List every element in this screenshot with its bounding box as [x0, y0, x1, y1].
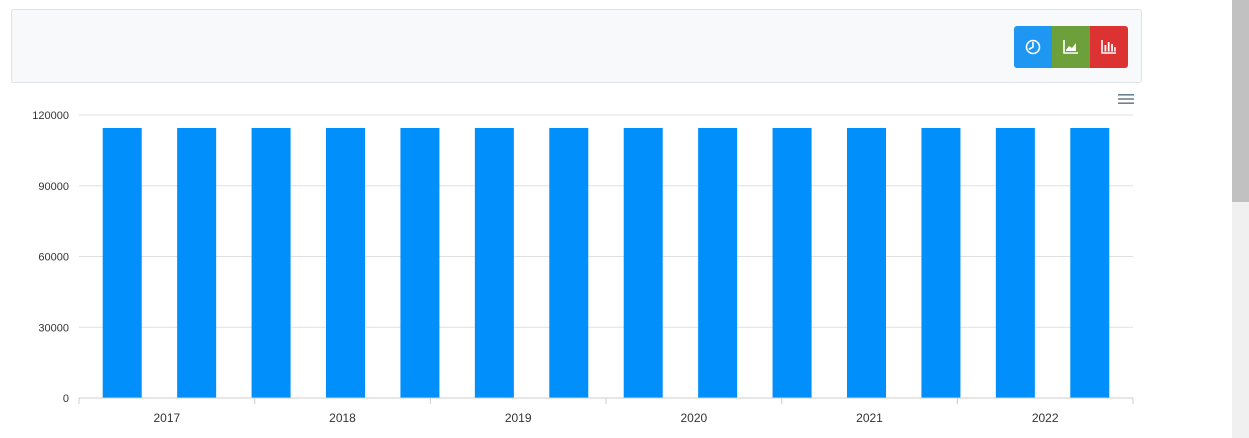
y-tick-label: 0 [63, 393, 69, 405]
bar[interactable] [623, 127, 663, 399]
y-tick-label: 90000 [38, 181, 69, 193]
bar-chart-button[interactable] [1090, 26, 1128, 68]
bar[interactable] [1070, 127, 1110, 399]
chart-axes [78, 397, 1134, 404]
bar[interactable] [102, 127, 142, 399]
bar[interactable] [474, 127, 514, 399]
bar[interactable] [921, 127, 961, 399]
vertical-scrollbar-thumb[interactable] [1232, 0, 1249, 202]
chart-labels: 0 30000 60000 90000 120000 2017 2018 2019 2020 20… [32, 110, 1059, 425]
y-tick-label: 120000 [32, 110, 69, 122]
chart-gridlines [79, 114, 1133, 328]
x-tick-label: 2017 [153, 411, 180, 425]
bar[interactable] [177, 127, 217, 399]
y-tick-label: 60000 [38, 252, 69, 264]
bar[interactable] [995, 127, 1035, 399]
x-tick-label: 2020 [680, 411, 707, 425]
bar[interactable] [698, 127, 738, 399]
bar-chart-icon [1101, 40, 1116, 54]
bar-chart: 0 30000 60000 90000 120000 2017 2018 2019 2020 20… [32, 110, 1134, 425]
chart-toolbar-panel [11, 9, 1142, 83]
chart-bars [102, 127, 1110, 399]
bar[interactable] [772, 127, 812, 399]
chart-type-button-group [1014, 26, 1128, 68]
y-tick-label: 30000 [38, 322, 69, 334]
x-tick-label: 2021 [856, 411, 883, 425]
bar[interactable] [847, 127, 886, 399]
x-tick-label: 2022 [1032, 411, 1059, 425]
clock-pie-icon [1025, 39, 1041, 55]
hamburger-menu-icon[interactable] [1117, 92, 1135, 106]
pie-chart-button[interactable] [1014, 26, 1052, 68]
bar[interactable] [251, 127, 291, 399]
bar[interactable] [549, 127, 589, 399]
line-chart-button[interactable] [1052, 26, 1090, 68]
x-tick-label: 2019 [505, 411, 532, 425]
bar[interactable] [400, 127, 440, 399]
area-chart-icon [1063, 40, 1078, 54]
x-tick-label: 2018 [329, 411, 356, 425]
bar[interactable] [326, 127, 365, 399]
